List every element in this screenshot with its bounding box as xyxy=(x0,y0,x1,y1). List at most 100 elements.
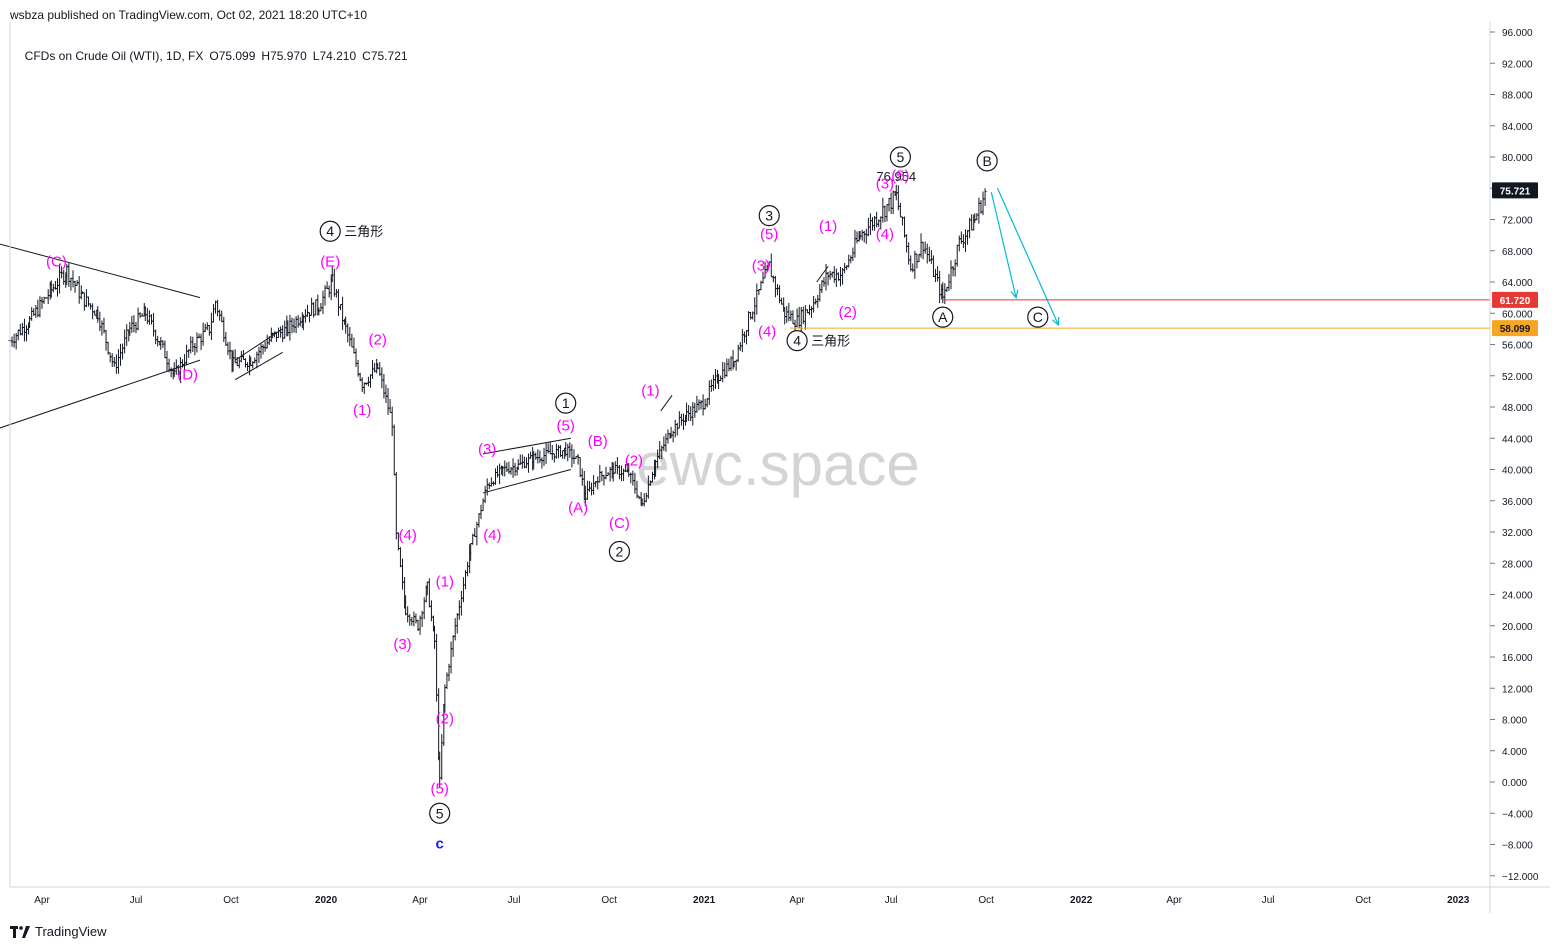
ohlc-bar xyxy=(394,472,398,540)
wave-label: (2) xyxy=(625,453,643,470)
wave-label-circled: C xyxy=(1027,306,1049,328)
ohlc-bar xyxy=(98,311,102,332)
ohlc-bar xyxy=(803,305,807,330)
ohlc-bar xyxy=(723,362,727,379)
ohlc-bar xyxy=(913,250,917,279)
y-tick-label: 92.000 xyxy=(1502,59,1533,70)
ohlc-bar xyxy=(352,337,356,354)
ohlc-bar xyxy=(473,527,477,538)
wave-label-circled: 4 三角形 xyxy=(319,220,383,242)
ohlc-bar xyxy=(889,192,893,215)
ohlc-bar xyxy=(440,734,444,780)
triangle-lower-line xyxy=(0,359,201,429)
ohlc-bar xyxy=(738,341,742,351)
ohlc-bar xyxy=(334,288,338,298)
ohlc-bar xyxy=(818,283,822,302)
ohlc-bar xyxy=(288,314,292,341)
ohlc-bar xyxy=(193,342,197,356)
arrow-b-to-a-level xyxy=(990,192,1019,299)
y-tick-label: −8.000 xyxy=(1502,841,1533,852)
high-value-label: 76.954 xyxy=(876,169,916,184)
ohlc-bar xyxy=(216,299,220,317)
ohlc-bar xyxy=(368,374,372,388)
ohlc-bar xyxy=(513,462,517,477)
ohlc-bar xyxy=(585,480,589,500)
ohlc-bar xyxy=(503,460,507,477)
ohlc-bar xyxy=(775,284,779,296)
wave-label: (5) xyxy=(760,226,778,243)
ohlc-bar xyxy=(903,216,907,238)
ohlc-bar xyxy=(590,482,594,496)
ohlc-bar xyxy=(62,270,66,285)
wave-label: (1) xyxy=(819,218,837,235)
ohlc-bar xyxy=(477,513,481,528)
ohlc-bar xyxy=(233,349,237,364)
x-tick-label: Jul xyxy=(1262,895,1275,906)
ohlc-bar xyxy=(195,332,199,353)
ohlc-bar xyxy=(725,358,729,377)
ohlc-bar xyxy=(864,228,868,244)
ohlc-bar xyxy=(123,329,127,354)
wave-label: (C) xyxy=(46,253,67,270)
ohlc-bar xyxy=(226,342,230,356)
ohlc-bar xyxy=(847,254,851,268)
ohlc-bar xyxy=(261,344,265,355)
y-tick-label: 64.000 xyxy=(1502,278,1533,289)
ohlc-bar xyxy=(451,635,455,657)
x-tick-label: 2020 xyxy=(315,895,338,906)
wave-label-circled: 5 xyxy=(889,146,911,168)
ohlc-bar xyxy=(769,253,773,278)
ohlc-bar xyxy=(93,310,97,316)
ohlc-bar xyxy=(40,296,44,309)
ohlc-bar xyxy=(689,406,693,422)
y-tick-label: 20.000 xyxy=(1502,622,1533,633)
wave-label: (2) xyxy=(436,710,454,727)
ohlc-bar xyxy=(435,633,439,702)
wave-label-text: 3 xyxy=(765,208,773,224)
wave-label: (D) xyxy=(177,367,198,384)
ohlc-bar xyxy=(631,470,635,486)
ohlc-bar xyxy=(963,229,967,252)
tradingview-brand: TradingView xyxy=(35,924,107,939)
wave-label: (1) xyxy=(353,402,371,419)
ohlc-bar xyxy=(149,314,153,325)
ohlc-bar xyxy=(38,296,42,318)
wave-label: (2) xyxy=(369,332,387,349)
y-tick-label: 32.000 xyxy=(1502,528,1533,539)
ohlc-bar xyxy=(862,231,866,243)
ohlc-bar xyxy=(598,464,602,483)
ohlc-bar xyxy=(16,329,20,341)
ohlc-bar xyxy=(384,384,388,404)
y-tick-label: 16.000 xyxy=(1502,653,1533,664)
ohlc-bar xyxy=(561,450,565,459)
wave-label-text: 2 xyxy=(616,544,624,560)
wave-label: (3) xyxy=(876,175,894,192)
tradingview-footer[interactable]: TradingView xyxy=(10,924,107,939)
ohlc-bar xyxy=(114,354,118,374)
ohlc-bar xyxy=(615,456,619,475)
wave-label-text: 5 xyxy=(896,149,904,165)
ohlc-bar xyxy=(321,290,325,315)
ohlc-bar xyxy=(838,266,842,287)
ohlc-bar xyxy=(938,270,942,304)
ohlc-bar xyxy=(427,578,431,608)
ohlc-bar xyxy=(554,443,558,459)
wave-label: (4) xyxy=(483,527,501,544)
ohlc-bar xyxy=(116,349,120,374)
ohlc-bar xyxy=(341,296,345,330)
ohlc-bar xyxy=(132,315,136,333)
symbol-name[interactable]: CFDs on Crude Oil (WTI), 1D, FX xyxy=(24,49,204,63)
ohlc-bar xyxy=(108,352,112,363)
wave-label-circled: 2 xyxy=(608,540,631,563)
ohlc-bar xyxy=(925,243,929,264)
ohlc-bar xyxy=(860,229,864,241)
ohlc-bar xyxy=(189,336,193,354)
ohlc-bar xyxy=(154,329,158,345)
ohlc-bar xyxy=(283,320,287,339)
levels-layer xyxy=(789,299,1490,329)
ohlc-bar xyxy=(536,449,540,464)
ohlc-bar xyxy=(572,449,576,464)
ohlc-bar xyxy=(771,275,775,283)
wave-label-circled: 5 xyxy=(429,802,451,824)
